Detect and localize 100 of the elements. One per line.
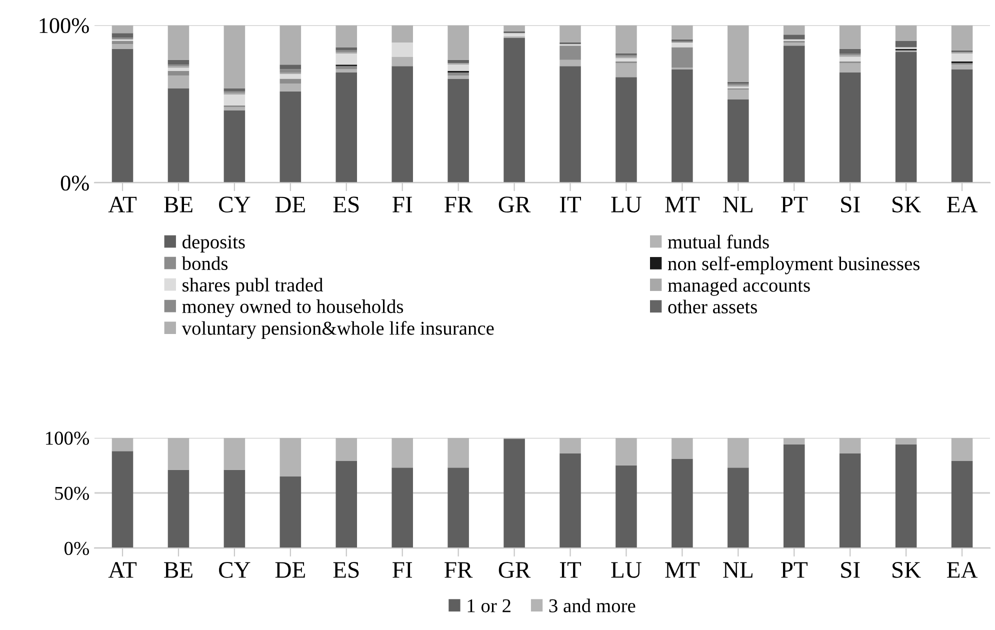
bar [784, 25, 805, 35]
legend-label: managed accounts [668, 278, 810, 296]
bar [951, 25, 973, 50]
bar [560, 438, 581, 454]
bar [728, 468, 749, 548]
x-tick-label: MT [665, 196, 700, 212]
bar [336, 54, 358, 65]
bar [672, 69, 693, 183]
x-tick-label: MT [665, 562, 700, 578]
bar [951, 69, 973, 183]
x-tick-label: SI [841, 562, 860, 578]
bar [728, 99, 749, 183]
bar [448, 64, 469, 71]
bar [839, 25, 861, 49]
bar [280, 74, 302, 79]
y-tick-label: 100% [46, 432, 89, 445]
bar [728, 438, 749, 468]
bar [224, 107, 246, 110]
bar [280, 64, 302, 70]
bar [728, 90, 749, 100]
bar [895, 52, 917, 183]
x-tick-label: FI [392, 562, 412, 578]
bar [112, 33, 134, 38]
x-tick-label: SK [892, 196, 921, 213]
x-tick-label: FI [392, 196, 412, 212]
x-tick-label: LU [611, 562, 642, 578]
bar [448, 25, 469, 60]
bar [672, 47, 693, 68]
bar [616, 438, 637, 466]
bar [616, 58, 637, 62]
y-tick-label: 100% [40, 18, 89, 34]
x-tick-label: NL [723, 562, 752, 578]
x-tick-label: AT [108, 196, 137, 212]
bar [336, 72, 358, 183]
x-tick-label: DE [275, 562, 305, 578]
bar [784, 438, 805, 444]
bar [728, 25, 749, 82]
legend-label: shares publ traded [182, 278, 324, 296]
bar [112, 40, 134, 44]
bar [504, 25, 525, 32]
x-tick-label: ES [333, 562, 359, 578]
bar [224, 88, 246, 92]
x-tick-label: BE [164, 196, 192, 212]
bar [336, 69, 358, 72]
bar [784, 46, 805, 183]
bar [672, 438, 693, 459]
bar [168, 88, 190, 183]
bar [616, 465, 637, 548]
bar [504, 38, 525, 183]
x-tick-label: PT [781, 562, 808, 578]
bar [448, 438, 469, 468]
bar [951, 64, 973, 70]
bar [280, 83, 302, 92]
bar [280, 78, 302, 84]
bar [336, 47, 358, 50]
x-tick-label: NL [723, 196, 752, 212]
bar [504, 438, 525, 548]
bar [336, 25, 358, 48]
bar [560, 453, 581, 548]
x-tick-label: SI [841, 196, 860, 213]
y-tick-label: 0% [64, 542, 89, 556]
bar [951, 54, 973, 62]
bar [168, 70, 190, 76]
legend-label: money owned to households [182, 299, 404, 318]
bar [839, 453, 861, 548]
bar [224, 94, 246, 106]
bar [616, 63, 637, 78]
x-tick-label: AT [108, 562, 137, 578]
bar [839, 438, 861, 454]
bar [224, 470, 246, 548]
bar [951, 438, 973, 461]
bar [280, 69, 302, 72]
bar [392, 56, 413, 66]
legend-label: 3 and more [549, 598, 636, 612]
bar [895, 25, 917, 41]
bar [168, 68, 190, 71]
bar [112, 25, 134, 34]
x-tick-label: IT [560, 196, 582, 212]
legend-label: bonds [182, 256, 228, 270]
bar [392, 66, 413, 183]
bar [951, 461, 973, 548]
bar [336, 438, 358, 461]
x-tick-label: GR [498, 562, 531, 578]
bar [168, 60, 190, 65]
bar [784, 42, 805, 46]
x-tick-label: IT [560, 562, 582, 578]
bar [448, 78, 469, 183]
x-tick-label: CY [219, 196, 250, 213]
bar [839, 72, 861, 183]
bar [112, 451, 134, 548]
bar [448, 76, 469, 79]
bar [280, 438, 302, 476]
bar [560, 25, 581, 43]
y-tick-label: 50% [55, 486, 89, 500]
bar [839, 48, 861, 54]
x-tick-label: EA [946, 196, 978, 212]
x-tick-label: SK [892, 562, 921, 578]
legend-label: 1 or 2 [468, 599, 510, 612]
x-tick-label: LU [611, 196, 642, 213]
bar [448, 72, 469, 76]
